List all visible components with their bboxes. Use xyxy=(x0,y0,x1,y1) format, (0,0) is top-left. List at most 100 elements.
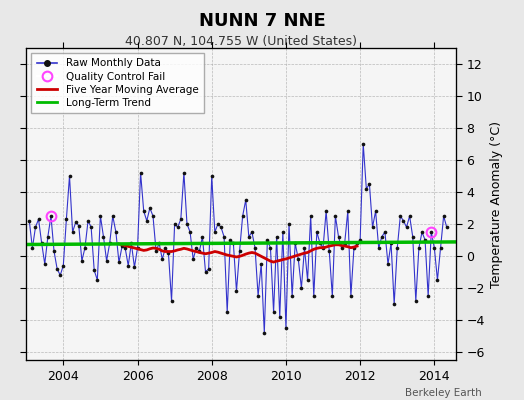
Point xyxy=(319,245,327,251)
Point xyxy=(121,245,129,251)
Point xyxy=(294,256,302,262)
Point xyxy=(62,216,71,222)
Point xyxy=(424,293,432,299)
Point xyxy=(146,205,154,211)
Point xyxy=(96,213,105,219)
Point xyxy=(362,186,370,192)
Point xyxy=(139,208,148,214)
Point xyxy=(372,208,380,214)
Point xyxy=(183,221,191,227)
Point xyxy=(375,245,383,251)
Point xyxy=(100,234,108,240)
Point xyxy=(313,229,321,235)
Point xyxy=(350,245,358,251)
Point xyxy=(393,245,401,251)
Point xyxy=(186,229,194,235)
Point xyxy=(402,224,411,230)
Point xyxy=(390,301,398,307)
Point xyxy=(384,261,392,267)
Point xyxy=(406,213,414,219)
Point xyxy=(344,208,352,214)
Point xyxy=(220,234,228,240)
Point xyxy=(325,248,333,254)
Y-axis label: Temperature Anomaly (°C): Temperature Anomaly (°C) xyxy=(490,120,503,288)
Point xyxy=(170,221,179,227)
Point xyxy=(399,218,408,224)
Point xyxy=(378,234,386,240)
Point xyxy=(316,240,324,246)
Point xyxy=(322,208,330,214)
Point xyxy=(303,277,312,283)
Point xyxy=(71,219,80,226)
Point xyxy=(127,240,136,246)
Point xyxy=(102,258,111,264)
Point xyxy=(74,222,83,229)
Point xyxy=(282,325,290,331)
Point xyxy=(427,229,435,235)
Point xyxy=(130,264,139,270)
Point xyxy=(440,213,448,219)
Point xyxy=(288,293,297,299)
Point xyxy=(161,245,170,251)
Point xyxy=(155,240,163,246)
Point xyxy=(108,213,117,219)
Point xyxy=(28,245,37,251)
Point xyxy=(229,240,237,246)
Point xyxy=(47,213,55,219)
Point xyxy=(359,141,367,147)
Point xyxy=(353,240,361,246)
Point xyxy=(276,314,284,320)
Text: Berkeley Earth: Berkeley Earth xyxy=(406,388,482,398)
Point xyxy=(192,245,201,251)
Point xyxy=(25,218,34,224)
Point xyxy=(143,218,151,224)
Point xyxy=(90,267,99,274)
Point xyxy=(158,256,167,262)
Point xyxy=(84,218,92,224)
Point xyxy=(291,240,299,246)
Point xyxy=(149,213,157,219)
Point xyxy=(331,213,340,219)
Point xyxy=(297,285,305,291)
Title: 40.807 N, 104.755 W (United States): 40.807 N, 104.755 W (United States) xyxy=(125,35,357,48)
Point xyxy=(115,259,123,266)
Point xyxy=(430,245,439,251)
Point xyxy=(266,245,275,251)
Point xyxy=(396,213,405,219)
Point xyxy=(31,224,40,230)
Text: NUNN 7 NNE: NUNN 7 NNE xyxy=(199,12,325,30)
Point xyxy=(81,245,89,251)
Point xyxy=(93,277,102,283)
Point xyxy=(421,237,429,243)
Point xyxy=(328,293,336,299)
Point xyxy=(409,234,417,240)
Point xyxy=(189,256,198,262)
Point xyxy=(35,216,43,222)
Point xyxy=(223,309,232,315)
Point xyxy=(133,245,141,251)
Point xyxy=(152,248,160,254)
Point xyxy=(235,248,244,254)
Point xyxy=(254,293,263,299)
Point xyxy=(257,261,265,267)
Point xyxy=(300,245,309,251)
Point xyxy=(136,170,145,176)
Point xyxy=(412,298,420,304)
Point xyxy=(238,213,247,219)
Point xyxy=(198,234,206,240)
Point xyxy=(87,224,95,230)
Point xyxy=(279,229,287,235)
Point xyxy=(167,298,176,304)
Point xyxy=(356,237,364,243)
Point xyxy=(433,277,442,283)
Point xyxy=(368,224,377,230)
Point xyxy=(201,269,210,275)
Point xyxy=(269,309,278,315)
Point xyxy=(56,272,64,278)
Point xyxy=(66,173,74,179)
Point xyxy=(365,181,374,187)
Point xyxy=(272,234,281,240)
Point xyxy=(260,330,268,336)
Point xyxy=(195,248,203,254)
Point xyxy=(50,248,58,254)
